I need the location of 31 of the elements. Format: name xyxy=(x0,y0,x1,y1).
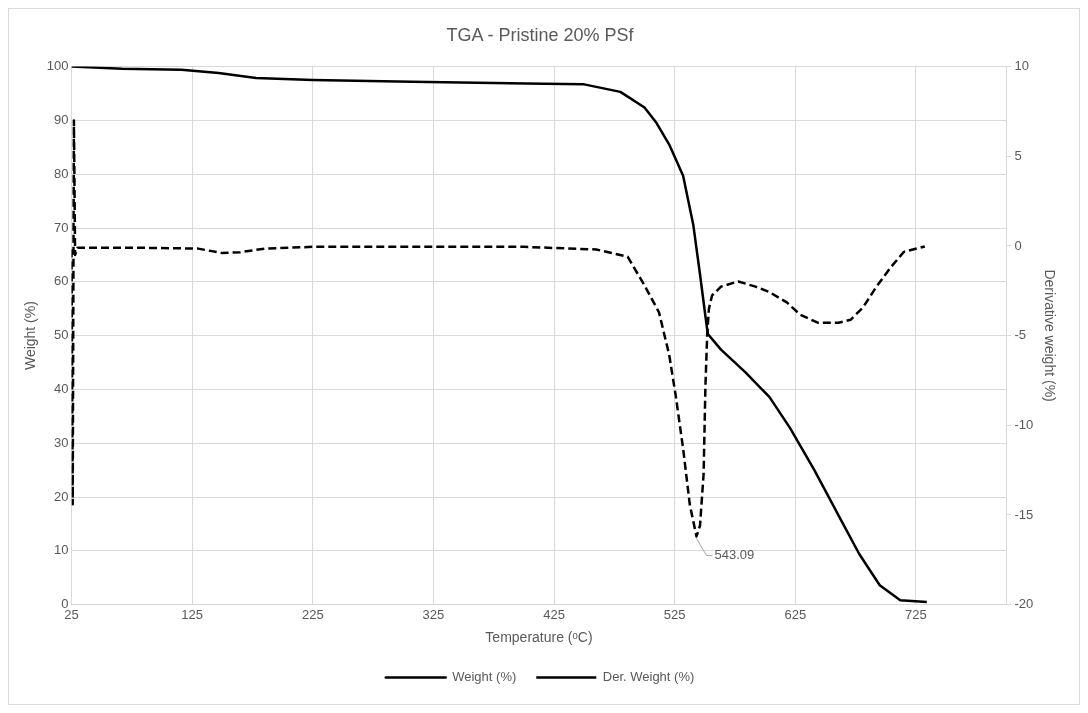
y-tick-label: 100 xyxy=(46,58,69,74)
y2-axis-title: Derivative weight (%) xyxy=(1041,269,1058,402)
y-tick-label: 70 xyxy=(54,219,69,235)
y2-tick-label: -5 xyxy=(1014,327,1026,343)
x-tick-label: 525 xyxy=(663,606,686,622)
y-tick-label: 20 xyxy=(54,488,69,504)
y-tick-label: 60 xyxy=(54,273,69,289)
y-tick-label: 90 xyxy=(54,111,69,127)
y-axis-title: Weight (%) xyxy=(22,301,39,371)
y-tick-label: 30 xyxy=(54,434,69,450)
y-tick-label: 50 xyxy=(54,327,69,343)
x-tick-label: 225 xyxy=(301,606,324,622)
y2-tick-label: 0 xyxy=(1014,237,1022,253)
annotation: 543.09 xyxy=(714,547,755,563)
y-tick-label: 40 xyxy=(54,380,69,396)
x-axis-title: Temperature (ᵒC) xyxy=(485,629,593,646)
y-tick-label: 80 xyxy=(54,165,69,181)
y2-tick-label: -20 xyxy=(1014,596,1034,612)
y2-tick-label: 10 xyxy=(1014,58,1029,74)
x-tick-label: 325 xyxy=(422,606,445,622)
y2-tick-label: 5 xyxy=(1014,147,1022,163)
legend-label: Der. Weight (%) xyxy=(602,669,695,685)
chart-title: TGA - Pristine 20% PSf xyxy=(446,24,635,45)
y2-tick-label: -10 xyxy=(1014,416,1034,432)
legend-label: Weight (%) xyxy=(452,669,517,685)
x-tick-label: 625 xyxy=(784,606,807,622)
x-tick-label: 125 xyxy=(181,606,203,622)
x-tick-label: 425 xyxy=(543,606,565,622)
y2-tick-label: -15 xyxy=(1014,506,1034,522)
y-tick-label: 10 xyxy=(54,542,69,558)
x-tick-label: 725 xyxy=(905,606,927,622)
